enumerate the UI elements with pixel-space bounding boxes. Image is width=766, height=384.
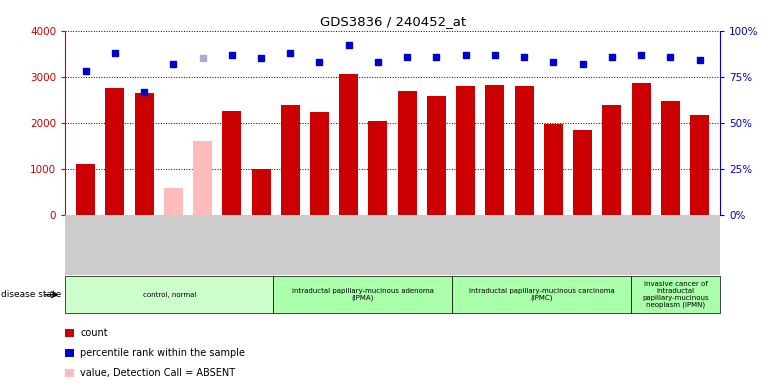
- Bar: [273, 276, 452, 313]
- Bar: [486, 85, 504, 215]
- Bar: [65, 276, 273, 313]
- Bar: [281, 105, 300, 215]
- Bar: [105, 88, 124, 215]
- Bar: [164, 188, 183, 215]
- Text: invasive cancer of
intraductal
papillary-mucinous
neoplasm (IPMN): invasive cancer of intraductal papillary…: [642, 281, 709, 308]
- Bar: [452, 276, 630, 313]
- Bar: [310, 112, 329, 215]
- Text: intraductal papillary-mucinous carcinoma
(IPMC): intraductal papillary-mucinous carcinoma…: [469, 288, 614, 301]
- Bar: [193, 141, 212, 215]
- Bar: [427, 96, 446, 215]
- Bar: [76, 164, 95, 215]
- Text: disease state: disease state: [1, 290, 61, 299]
- Text: count: count: [80, 328, 108, 338]
- Bar: [632, 83, 650, 215]
- Text: GDS3836 / 240452_at: GDS3836 / 240452_at: [319, 15, 466, 28]
- Bar: [135, 93, 153, 215]
- Bar: [661, 101, 680, 215]
- Bar: [602, 105, 621, 215]
- Bar: [573, 130, 592, 215]
- Text: value, Detection Call = ABSENT: value, Detection Call = ABSENT: [80, 368, 236, 378]
- Text: percentile rank within the sample: percentile rank within the sample: [80, 348, 245, 358]
- Bar: [690, 114, 709, 215]
- Bar: [222, 111, 241, 215]
- Bar: [368, 121, 388, 215]
- Bar: [398, 91, 417, 215]
- Bar: [457, 86, 475, 215]
- Text: control, normal: control, normal: [142, 292, 196, 298]
- Bar: [630, 276, 720, 313]
- Bar: [251, 169, 270, 215]
- Bar: [339, 74, 358, 215]
- Text: intraductal papillary-mucinous adenoma
(IPMA): intraductal papillary-mucinous adenoma (…: [292, 288, 434, 301]
- Bar: [544, 124, 563, 215]
- Bar: [515, 86, 534, 215]
